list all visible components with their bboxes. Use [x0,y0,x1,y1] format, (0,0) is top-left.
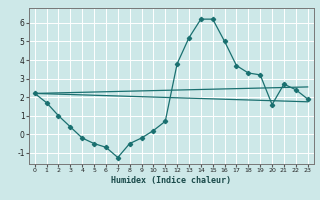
X-axis label: Humidex (Indice chaleur): Humidex (Indice chaleur) [111,176,231,185]
